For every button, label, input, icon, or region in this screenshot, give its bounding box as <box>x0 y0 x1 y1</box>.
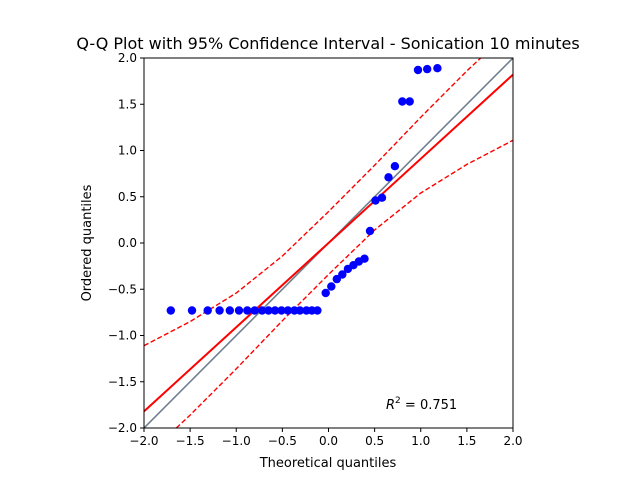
data-point <box>405 97 414 106</box>
data-point <box>433 63 442 73</box>
data-point <box>371 196 380 205</box>
x-tick-label: 0.5 <box>365 434 384 448</box>
x-tick-label: 1.0 <box>411 434 430 448</box>
data-point <box>384 173 393 182</box>
data-point <box>321 288 330 298</box>
x-tick-label: −1.0 <box>222 434 251 448</box>
fit-line <box>144 73 513 413</box>
y-tick-label: 1.5 <box>118 97 137 111</box>
data-point <box>203 306 212 315</box>
data-point <box>413 65 423 75</box>
chart-title: Q-Q Plot with 95% Confidence Interval - … <box>76 34 579 53</box>
y-axis-label: Ordered quantiles <box>80 184 95 301</box>
x-tick-label: 1.5 <box>457 434 476 448</box>
data-point <box>225 306 234 315</box>
data-point <box>215 306 224 315</box>
y-tick-label: 0.5 <box>118 190 137 204</box>
y-tick-label: 1.0 <box>118 144 137 158</box>
data-point <box>398 97 407 106</box>
r-squared-annotation: R2 = 0.751 <box>386 396 457 413</box>
data-point <box>277 306 286 315</box>
data-point <box>332 274 341 284</box>
x-tick-label: −1.5 <box>176 434 205 448</box>
data-point <box>166 306 175 315</box>
data-point <box>270 306 280 315</box>
data-point <box>423 64 432 74</box>
x-tick-label: 2.0 <box>503 434 522 448</box>
data-point <box>295 306 305 315</box>
data-point <box>264 306 273 315</box>
data-point <box>187 306 197 315</box>
x-tick-label: 0.0 <box>319 434 338 448</box>
x-tick-label: −2.0 <box>129 434 158 448</box>
y-tick-label: 0.0 <box>118 236 137 250</box>
x-axis-label: Theoretical quantiles <box>259 456 397 471</box>
ci-lower-line <box>175 139 513 428</box>
y-tick-label: −1.0 <box>108 329 137 343</box>
x-tick-label: −0.5 <box>268 434 297 448</box>
data-point <box>313 306 322 315</box>
data-point <box>338 270 347 279</box>
data-point <box>390 162 400 171</box>
data-point <box>360 254 369 263</box>
y-tick-label: −2.0 <box>108 421 137 435</box>
y-tick-label: −0.5 <box>108 282 137 296</box>
y-tick-label: −1.5 <box>108 375 137 389</box>
data-point <box>283 306 293 315</box>
data-point <box>377 193 387 202</box>
data-point <box>234 306 244 315</box>
data-point <box>243 306 252 315</box>
data-point <box>257 306 267 315</box>
y-tick-label: 2.0 <box>118 51 137 65</box>
data-point <box>250 306 259 315</box>
data-point <box>327 282 336 291</box>
data-point <box>365 226 375 236</box>
